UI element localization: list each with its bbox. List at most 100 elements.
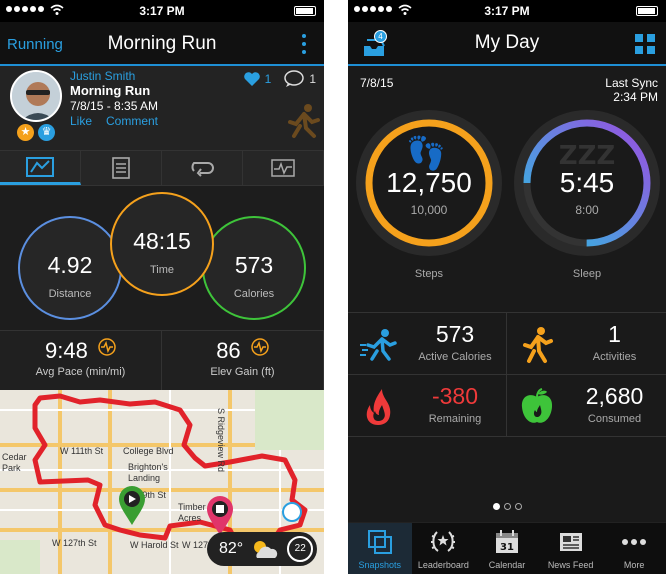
sleep-ring[interactable]: ZZZ 5:45 8:00 [514, 110, 660, 256]
map-label: W 111th St [60, 446, 104, 456]
stats-grid: 573 Active Calories 1 Activities -380 Re… [348, 312, 666, 437]
activities-label: Activities [592, 351, 637, 363]
weather-pill[interactable]: 82° 22 [207, 532, 317, 566]
activities-cell[interactable]: 1 Activities [507, 313, 666, 375]
route-map[interactable]: W 111th St College Blvd Brighton's Landi… [0, 390, 324, 574]
star-badge-icon: ★ [17, 124, 34, 141]
comments-count: 1 [309, 72, 316, 86]
apple-icon [521, 388, 553, 423]
remaining-cell[interactable]: -380 Remaining [348, 375, 507, 437]
calories-value: 573 [234, 252, 274, 278]
metric-rings: 4.92 Distance 573 Calories 48:15 Time [0, 186, 324, 330]
avatar[interactable] [10, 70, 62, 122]
back-button[interactable]: Running [7, 36, 63, 53]
wind-speed: 22 [294, 543, 306, 554]
tab-label: More [623, 560, 645, 570]
steps-goal: 10,000 [410, 203, 448, 217]
remaining-label: Remaining [428, 413, 482, 425]
tab-bar: Snapshots Leaderboard 31 Calendar News F… [348, 522, 666, 574]
sync-label: Last Sync [605, 76, 658, 90]
comment-link[interactable]: Comment [106, 114, 159, 128]
wifi-icon [398, 4, 412, 15]
map-label: W 127th St [52, 538, 97, 548]
consumed-value: 2,680 [585, 383, 644, 409]
notes-icon [112, 157, 130, 179]
distance-value: 4.92 [47, 252, 93, 278]
elev-gain[interactable]: 86 Elev Gain (ft) [162, 331, 324, 390]
signal-icon [6, 6, 44, 12]
elev-value: 86 [216, 338, 241, 363]
calendar-day: 31 [500, 542, 514, 553]
nav-bar: Running Morning Run [0, 22, 324, 66]
time-value: 48:15 [133, 228, 191, 254]
tab-calendar[interactable]: 31 Calendar [475, 523, 539, 574]
running-icon [360, 329, 397, 361]
map-label: Cedar Park [2, 452, 27, 473]
chart-icon [271, 159, 295, 177]
comment-icon[interactable] [283, 70, 305, 88]
active-calories-cell[interactable]: 573 Active Calories [348, 313, 507, 375]
wind-icon: 22 [287, 536, 314, 562]
tab-leaderboard[interactable]: Leaderboard [412, 523, 476, 574]
start-pin-icon[interactable] [118, 486, 146, 526]
tab-laps[interactable] [162, 151, 243, 185]
calendar-icon: 31 [495, 530, 518, 553]
inbox-button[interactable]: 4 [362, 30, 388, 56]
tab-label: Calendar [488, 560, 526, 570]
grid-menu-icon[interactable] [634, 33, 656, 55]
runner-orange-icon [523, 327, 553, 363]
pace-value: 9:48 [45, 338, 88, 363]
activity-screen: 3:17 PM Running Morning Run ★ ♛ Justin S… [0, 0, 324, 574]
consumed-cell[interactable]: 2,680 Consumed [507, 375, 666, 437]
pace-row: 9:48 Avg Pace (min/mi) 86 Elev Gain (ft) [0, 330, 324, 390]
tab-stats[interactable] [0, 151, 81, 185]
map-label: College Blvd [123, 446, 174, 456]
my-day-screen: 3:17 PM 4 My Day 7/8/15 Last Sync 2:34 PM… [348, 0, 666, 574]
steps-ring[interactable]: 👣 12,750 10,000 [356, 110, 502, 256]
user-name[interactable]: Justin Smith [70, 69, 136, 83]
active-calories-label: Active Calories [418, 351, 492, 363]
status-time: 3:17 PM [139, 4, 185, 18]
svg-text:👣: 👣 [406, 134, 446, 172]
remaining-value: -380 [431, 383, 479, 409]
svg-text:ZZZ: ZZZ [559, 141, 616, 171]
activities-value: 1 [608, 321, 621, 347]
status-bar: 3:17 PM [348, 0, 666, 22]
sleep-goal: 8:00 [575, 203, 599, 217]
partly-cloudy-icon [254, 541, 278, 558]
steps-value: 12,750 [386, 167, 472, 198]
avg-pace[interactable]: 9:48 Avg Pace (min/mi) [0, 331, 162, 390]
newspaper-icon [559, 533, 582, 551]
flame-icon [366, 389, 391, 425]
finish-pin-icon[interactable] [206, 496, 234, 536]
pace-label: Avg Pace (min/mi) [35, 366, 126, 378]
battery-icon [636, 6, 658, 16]
social-counts: 1 1 [243, 70, 316, 88]
more-options-icon[interactable] [302, 34, 306, 54]
pace-graph-icon [98, 338, 116, 356]
distance-label: Distance [48, 288, 92, 300]
tab-more[interactable]: More [602, 523, 666, 574]
map-label: W Harold St [130, 540, 179, 550]
last-sync: Last Sync 2:34 PM [605, 76, 658, 104]
tab-chart[interactable] [243, 151, 324, 185]
time-ring[interactable]: 48:15 Time [110, 192, 214, 296]
heart-icon[interactable] [243, 71, 261, 87]
calories-ring[interactable]: 573 Calories [202, 216, 306, 320]
more-dots-icon [622, 539, 647, 545]
elev-graph-icon [251, 338, 269, 356]
map-label: W 127th St [182, 540, 227, 550]
day-date: 7/8/15 [360, 76, 394, 90]
tab-snapshots[interactable]: Snapshots [348, 523, 412, 574]
time-label: Time [149, 264, 175, 276]
like-link[interactable]: Like [70, 114, 93, 128]
tab-news-feed[interactable]: News Feed [539, 523, 603, 574]
distance-ring[interactable]: 4.92 Distance [18, 216, 122, 320]
active-calories-value: 573 [435, 321, 475, 347]
page-indicator[interactable] [348, 503, 666, 510]
sleep-value: 5:45 [559, 167, 615, 198]
sync-time: 2:34 PM [613, 90, 658, 104]
elev-label: Elev Gain (ft) [210, 366, 275, 378]
temperature: 82° [219, 540, 244, 557]
tab-notes[interactable] [81, 151, 162, 185]
